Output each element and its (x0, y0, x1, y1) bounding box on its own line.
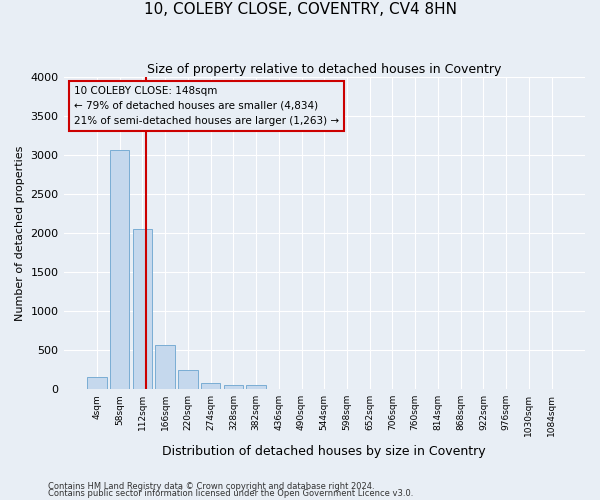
Bar (155, 344, 175, 389)
Bar (224, 386, 243, 389)
Text: Contains public sector information licensed under the Open Government Licence v3: Contains public sector information licen… (48, 489, 413, 498)
X-axis label: Distribution of detached houses by size in Coventry: Distribution of detached houses by size … (163, 444, 486, 458)
Bar (178, 370, 197, 389)
Text: 10 COLEBY CLOSE: 148sqm
← 79% of detached houses are smaller (4,834)
21% of semi: 10 COLEBY CLOSE: 148sqm ← 79% of detache… (74, 86, 339, 126)
Text: Contains HM Land Registry data © Crown copyright and database right 2024.: Contains HM Land Registry data © Crown c… (48, 482, 374, 491)
Y-axis label: Number of detached properties: Number of detached properties (15, 145, 25, 320)
Title: Size of property relative to detached houses in Coventry: Size of property relative to detached ho… (147, 62, 502, 76)
Text: 10, COLEBY CLOSE, COVENTRY, CV4 8HN: 10, COLEBY CLOSE, COVENTRY, CV4 8HN (143, 2, 457, 18)
Bar (110, 150, 130, 389)
Bar (201, 384, 220, 389)
Bar (87, 378, 107, 389)
Bar (133, 229, 152, 389)
Bar (247, 386, 266, 389)
